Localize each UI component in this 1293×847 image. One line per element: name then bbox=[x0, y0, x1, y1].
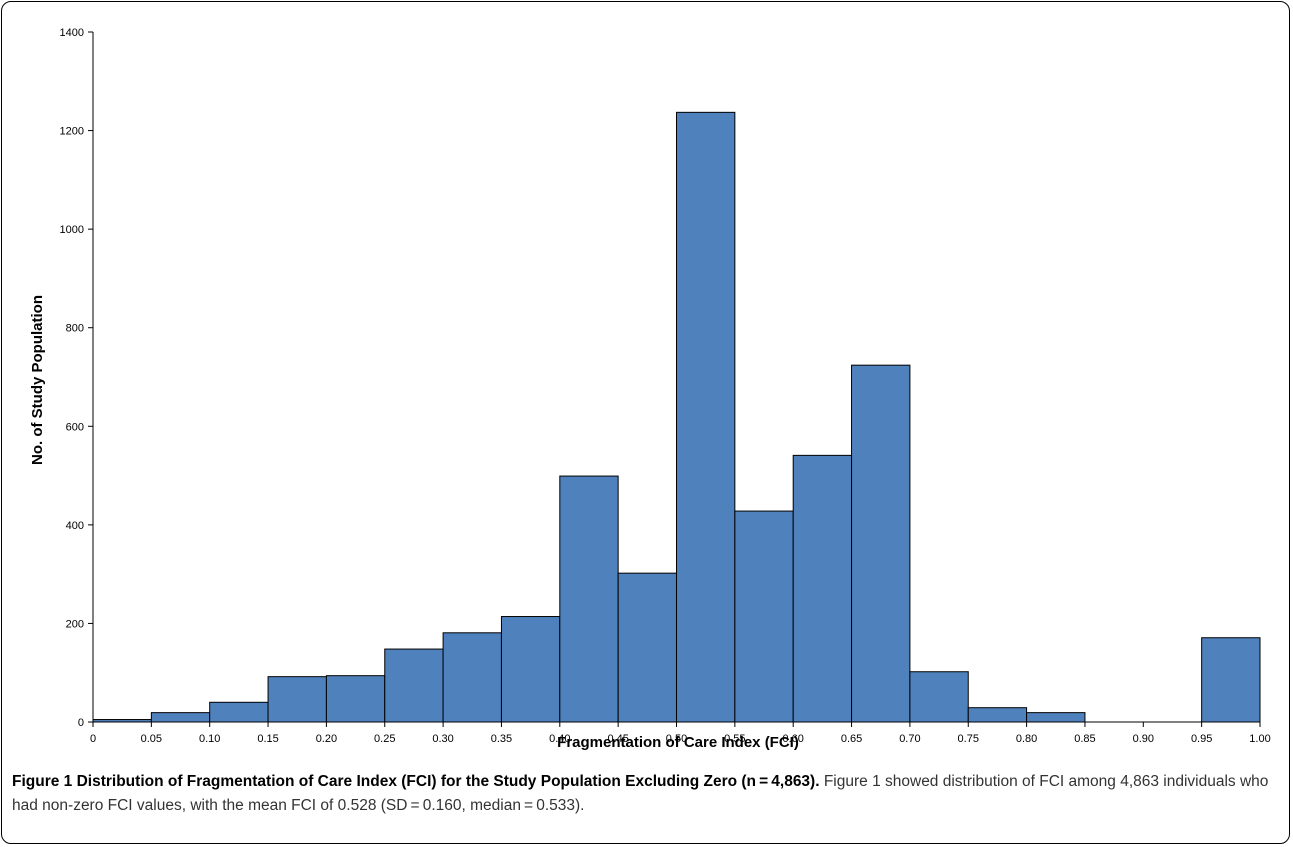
histogram-bar bbox=[1026, 712, 1086, 723]
caption-lead: Figure 1 Distribution of Fragmentation o… bbox=[12, 773, 820, 790]
x-tick-label: 0.30 bbox=[432, 733, 453, 745]
x-tick-label: 0.80 bbox=[1016, 733, 1037, 745]
histogram-bar bbox=[325, 675, 386, 723]
x-tick-label: 0.95 bbox=[1191, 733, 1212, 745]
x-tick-label: 0 bbox=[90, 733, 96, 745]
histogram-bar bbox=[851, 364, 911, 723]
x-tick-label: 0.10 bbox=[199, 733, 220, 745]
x-tick-label: 0.20 bbox=[316, 733, 337, 745]
y-tick-label: 0 bbox=[78, 717, 84, 729]
y-tick-label: 200 bbox=[66, 618, 84, 630]
histogram-bar bbox=[209, 701, 269, 723]
histogram-bar bbox=[500, 616, 561, 723]
histogram-bar bbox=[1201, 637, 1261, 723]
histogram-bar bbox=[676, 111, 736, 723]
y-tick-label: 1400 bbox=[60, 27, 84, 39]
y-tick-label: 400 bbox=[66, 520, 84, 532]
histogram-bar bbox=[792, 454, 853, 723]
x-axis-ticks: 0 0.05 0.10 0.15 0.20 0.25 0.30 0.35 0.40 0.45 0.5… bbox=[90, 722, 1271, 745]
x-tick-label: 0.65 bbox=[841, 733, 862, 745]
x-tick-label: 0.05 bbox=[141, 733, 162, 745]
histogram-bar bbox=[267, 676, 327, 723]
x-tick-label: 0.45 bbox=[607, 733, 628, 745]
y-tick-label: 800 bbox=[66, 323, 84, 335]
y-tick-label: 1000 bbox=[60, 224, 84, 236]
x-tick-label: 0.40 bbox=[549, 733, 570, 745]
x-tick-label: 0.85 bbox=[1074, 733, 1095, 745]
figure-caption: Figure 1 Distribution of Fragmentation o… bbox=[12, 770, 1282, 818]
x-tick-label: 0.35 bbox=[491, 733, 512, 745]
y-axis-title: No. of Study Population bbox=[29, 295, 46, 465]
histogram-bar bbox=[384, 648, 444, 723]
histogram-bar bbox=[617, 572, 678, 723]
x-tick-label: 1.00 bbox=[1249, 733, 1270, 745]
x-tick-label: 0.55 bbox=[724, 733, 745, 745]
x-tick-label: 0.70 bbox=[899, 733, 920, 745]
histogram-bars bbox=[92, 111, 1261, 723]
histogram-bar bbox=[909, 671, 969, 723]
histogram-bar bbox=[734, 510, 794, 723]
x-tick-label: 0.90 bbox=[1133, 733, 1154, 745]
x-tick-label: 0.60 bbox=[782, 733, 803, 745]
y-tick-label: 600 bbox=[66, 421, 84, 433]
x-tick-label: 0.75 bbox=[958, 733, 979, 745]
y-axis-ticks: 0 200 400 600 800 1000 1200 1400 bbox=[60, 27, 93, 729]
caption-body: Figure 1 showed distribution of FCI amon… bbox=[12, 773, 1269, 814]
histogram-bar bbox=[150, 712, 211, 723]
histogram-bar bbox=[967, 707, 1028, 723]
x-tick-label: 0.25 bbox=[374, 733, 395, 745]
x-axis-title: Fragmentation of Care Index (FCI) bbox=[557, 734, 799, 751]
y-tick-label: 1200 bbox=[60, 126, 84, 138]
histogram-bar bbox=[442, 632, 502, 723]
x-tick-label: 0.50 bbox=[666, 733, 687, 745]
x-tick-label: 0.15 bbox=[257, 733, 278, 745]
histogram-bar bbox=[559, 475, 619, 723]
